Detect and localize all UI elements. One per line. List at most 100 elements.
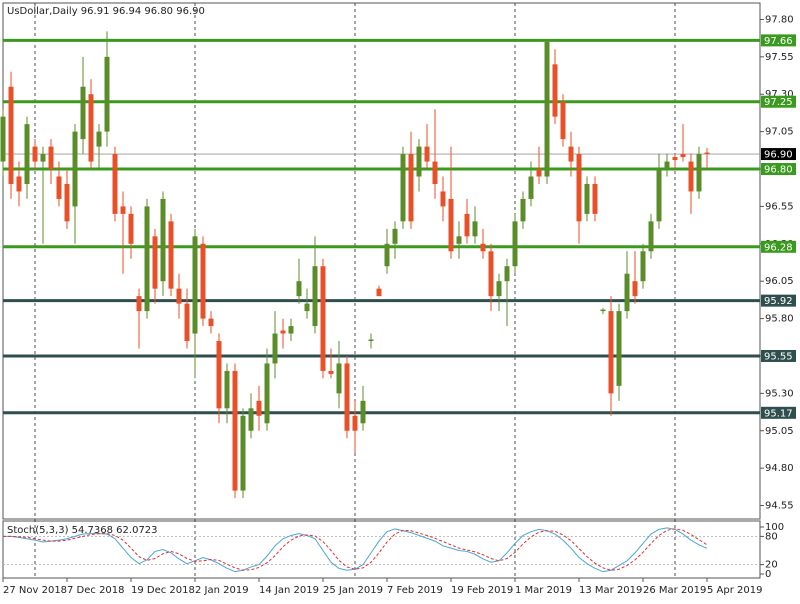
x-tick-label: 13 Mar 2019 [579, 585, 642, 596]
candle-body [376, 288, 382, 297]
candle-body [656, 169, 662, 222]
candle-body [480, 243, 486, 252]
x-tick-label: 27 Nov 2018 [3, 585, 67, 596]
candle-body [32, 146, 38, 162]
candle-body [400, 154, 406, 222]
candle-body [536, 169, 542, 177]
level-label-box [761, 294, 796, 307]
level-label-box [761, 240, 796, 253]
candle-body [544, 41, 550, 177]
x-tick-label: 25 Jan 2019 [323, 585, 383, 596]
candle-body [72, 131, 78, 207]
indicator-tick-label: 100 [765, 522, 784, 533]
y-tick-label: 94.55 [765, 501, 794, 512]
indicator-tick-label: 0 [765, 569, 771, 580]
candle-body [224, 370, 230, 409]
level-label: 96.28 [764, 242, 793, 253]
candle-body [640, 251, 646, 282]
candle-body [392, 228, 398, 244]
candle-body [168, 221, 174, 289]
candle-body [648, 221, 654, 252]
candle-body [600, 309, 606, 312]
candle-body [616, 311, 622, 386]
indicator-panel-frame [2, 520, 761, 579]
candle-body [40, 154, 46, 162]
candle-body [608, 311, 614, 394]
candle-body [112, 154, 118, 214]
candle-body [672, 157, 678, 161]
level-label-box [761, 163, 796, 176]
candle-body [0, 116, 6, 162]
candle-body [216, 341, 222, 409]
candle-body [384, 243, 390, 267]
candle-body [552, 64, 558, 117]
candle-body [528, 176, 534, 199]
y-tick-label: 97.55 [765, 52, 794, 63]
level-label-box [761, 95, 796, 108]
y-tick-label: 95.05 [765, 426, 794, 437]
candle-body [240, 415, 246, 491]
y-tick-label: 97.30 [765, 89, 794, 100]
candle-body [456, 236, 462, 244]
level-label: 96.90 [764, 150, 793, 161]
y-tick-label: 96.05 [765, 276, 794, 287]
level-label-box [761, 148, 796, 161]
candle-body [48, 146, 54, 170]
candle-body [448, 198, 454, 252]
y-tick-label: 95.80 [765, 314, 794, 325]
candle-body [632, 281, 638, 297]
candle-body [200, 243, 206, 319]
y-tick-label: 97.05 [765, 127, 794, 138]
candle-body [88, 94, 94, 162]
candle-body [144, 206, 150, 312]
candle-body [688, 161, 694, 192]
candle-body [208, 318, 214, 327]
x-tick-label: 2 Jan 2019 [195, 585, 249, 596]
candle-body [320, 266, 326, 371]
level-label: 95.92 [764, 296, 793, 307]
level-label-box [761, 349, 796, 362]
candle-body [416, 146, 422, 177]
candle-body [344, 363, 350, 431]
y-tick-label: 94.80 [765, 463, 794, 474]
candle-body [496, 281, 502, 297]
candle-body [664, 161, 670, 170]
candle-body [80, 86, 86, 140]
candle-body [368, 339, 374, 342]
candle-body [8, 86, 14, 184]
x-tick-label: 19 Dec 2018 [131, 585, 195, 596]
chart-title: UsDollar,Daily 96.91 96.94 96.80 96.90 [7, 6, 205, 17]
y-tick-label: 97.80 [765, 14, 794, 25]
candle-body [24, 124, 30, 184]
candle-body [128, 213, 134, 244]
candle-body [184, 303, 190, 342]
candle-body [192, 236, 198, 334]
level-label: 95.55 [764, 351, 793, 362]
indicator-title: Stoch(5,3,3) 54.7368 62.0723 [7, 525, 158, 536]
candle-body [424, 146, 430, 162]
candle-body [680, 154, 686, 158]
candle-body [584, 183, 590, 214]
candle-body [288, 326, 294, 334]
candle-body [352, 415, 358, 431]
candle-body [248, 408, 254, 431]
x-tick-label: 19 Feb 2019 [451, 585, 513, 596]
level-label: 97.66 [764, 36, 793, 47]
level-label: 97.25 [764, 97, 793, 108]
indicator-line [3, 527, 708, 573]
candle-body [272, 333, 278, 364]
candle-body [256, 400, 262, 416]
candle-body [624, 273, 630, 312]
candle-body [16, 176, 22, 192]
candle-body [696, 154, 702, 192]
level-label-box [761, 406, 796, 419]
candle-body [472, 221, 478, 237]
indicator-tick-label: 20 [765, 560, 778, 571]
x-tick-label: 7 Dec 2018 [67, 585, 125, 596]
candle-body [152, 236, 158, 289]
level-label: 95.17 [764, 408, 793, 419]
candle-body [56, 176, 62, 199]
x-tick-label: 7 Feb 2019 [387, 585, 443, 596]
